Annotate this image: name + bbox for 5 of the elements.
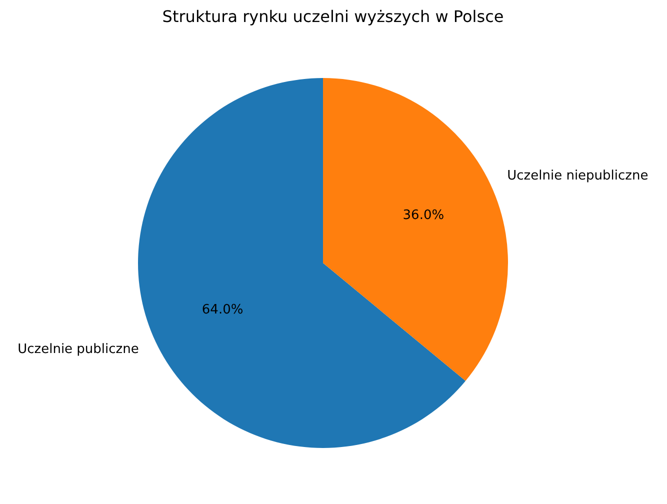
data-label: 64.0% xyxy=(202,302,244,318)
chart-title: Struktura rynku uczelni wyższych w Polsce xyxy=(162,7,504,26)
data-label: 36.0% xyxy=(402,208,444,224)
slice-label: Uczelnie niepubliczne xyxy=(507,168,648,184)
slice-label: Uczelnie publiczne xyxy=(18,342,139,358)
